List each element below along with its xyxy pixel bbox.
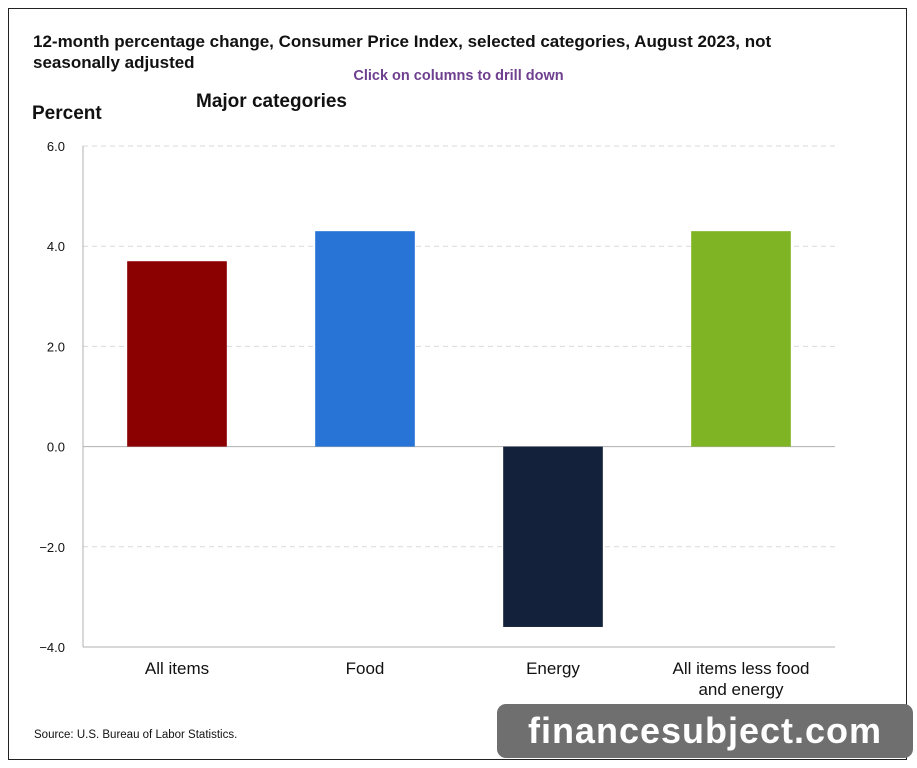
y-tick-label: 2.0 [47, 339, 65, 354]
bar-layer[interactable] [127, 231, 791, 627]
y-tick-label: 0.0 [47, 440, 65, 455]
x-tick-label: Energy [526, 659, 580, 678]
y-tick-label: −4.0 [39, 640, 65, 655]
y-tick-label: 4.0 [47, 239, 65, 254]
x-tick-label: All items less food [673, 659, 810, 678]
label-layer: All items Food Energy All items less food an… [145, 659, 810, 699]
x-tick-label: and energy [698, 680, 784, 699]
x-tick-label: Food [346, 659, 385, 678]
chart-title: 12-month percentage change, Consumer Pri… [33, 32, 772, 72]
y-tick-label: −2.0 [39, 540, 65, 555]
bar-food[interactable] [315, 231, 415, 447]
bar-energy[interactable] [503, 446, 603, 627]
y-axis-label: Percent [32, 103, 102, 124]
chart-subtitle: Major categories [196, 91, 347, 112]
bar-all-items[interactable] [127, 261, 227, 447]
drill-down-hint: Click on columns to drill down [353, 68, 564, 84]
x-tick-label: All items [145, 659, 209, 678]
y-tick-label: 6.0 [47, 139, 65, 154]
watermark-logo: financesubject.com [497, 704, 913, 758]
source-note: Source: U.S. Bureau of Labor Statistics. [34, 729, 238, 741]
bar-all-items-less-food-and-energy[interactable] [691, 231, 791, 447]
